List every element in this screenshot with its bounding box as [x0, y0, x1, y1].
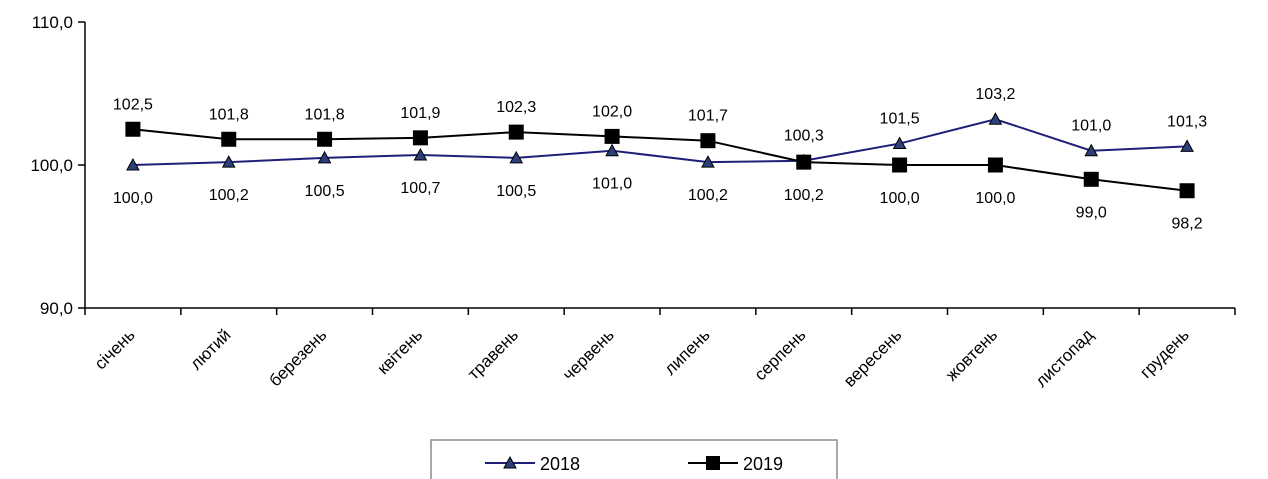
- data-label-2019: 101,8: [209, 106, 249, 123]
- data-label-2019: 101,9: [400, 105, 440, 122]
- x-category-label: червень: [559, 325, 618, 384]
- data-label-2018: 101,5: [880, 111, 920, 128]
- point-2018: [509, 150, 524, 164]
- data-label-2018: 100,5: [305, 183, 345, 200]
- data-label-2019: 101,8: [305, 106, 345, 123]
- series-layer: [125, 112, 1195, 199]
- data-label-2018: 100,5: [496, 183, 536, 200]
- y-tick-label: 90,0: [40, 299, 73, 318]
- point-2018: [126, 157, 140, 171]
- data-label-2018: 101,0: [592, 176, 632, 193]
- x-category-label: листопад: [1032, 325, 1097, 390]
- legend-marker-2018-icon: [503, 455, 517, 469]
- data-label-2018: 101,3: [1167, 113, 1207, 130]
- legend-label-2018: 2018: [540, 454, 580, 474]
- x-category-label: вересень: [840, 325, 905, 390]
- series-line-2018: [132, 118, 1188, 166]
- data-labels: 100,0 102,5 100,2 101,8 100,5 101,8 100,7 101,9…: [113, 86, 1207, 233]
- point-2019: [604, 128, 620, 144]
- point-2019: [1083, 171, 1099, 187]
- point-2019: [412, 130, 428, 146]
- point-2019: [892, 157, 908, 173]
- x-category-label: січень: [91, 325, 139, 373]
- data-label-2018: 100,7: [400, 180, 440, 197]
- point-2018: [1180, 139, 1194, 152]
- x-category-label: липень: [660, 325, 713, 378]
- x-category-label: квітень: [374, 325, 427, 378]
- x-category-label: лютий: [186, 325, 234, 373]
- data-label-2019: 98,2: [1172, 216, 1203, 233]
- data-label-2018: 100,2: [209, 187, 249, 204]
- data-label-2019: 100,2: [784, 187, 824, 204]
- data-label-2019: 100,0: [880, 190, 920, 207]
- series-line-2019: [132, 128, 1188, 192]
- data-label-2018: 100,2: [688, 187, 728, 204]
- point-2019: [987, 157, 1003, 173]
- data-label-2019: 101,7: [688, 108, 728, 125]
- legend-marker-2019-icon: [706, 456, 720, 470]
- data-label-2019: 102,5: [113, 96, 153, 113]
- x-category-label: жовтень: [942, 325, 1001, 384]
- data-label-2018: 100,3: [784, 128, 824, 145]
- point-2019: [796, 154, 812, 170]
- x-category-label: грудень: [1136, 325, 1193, 382]
- point-2019: [125, 121, 141, 137]
- point-2018: [605, 143, 619, 157]
- data-label-2018: 103,2: [975, 86, 1015, 103]
- point-2019: [317, 131, 333, 147]
- data-label-2018: 100,0: [113, 190, 153, 207]
- y-tick-label: 110,0: [32, 13, 73, 32]
- point-2018: [1084, 143, 1099, 157]
- point-2019: [1179, 183, 1195, 199]
- point-2019: [700, 133, 716, 149]
- legend: 2018 2019: [430, 439, 838, 479]
- point-2018: [413, 147, 428, 161]
- point-2018: [221, 155, 236, 168]
- x-category-label: серпень: [751, 325, 810, 384]
- legend-label-2019: 2019: [743, 454, 783, 474]
- x-category-label: березень: [265, 325, 330, 390]
- x-category-label: травень: [464, 325, 522, 383]
- point-2018: [988, 112, 1003, 125]
- point-2018: [317, 150, 332, 164]
- data-label-2019: 102,0: [592, 103, 632, 120]
- point-2019: [508, 124, 524, 140]
- data-label-2019: 100,0: [975, 190, 1015, 207]
- data-label-2019: 102,3: [496, 99, 536, 116]
- legend-box: [430, 439, 838, 479]
- point-2018: [701, 155, 715, 168]
- point-2018: [892, 136, 907, 150]
- point-2019: [221, 131, 237, 147]
- y-tick-label: 100,0: [30, 156, 73, 175]
- data-label-2019: 99,0: [1076, 204, 1107, 221]
- data-label-2018: 101,0: [1071, 118, 1111, 135]
